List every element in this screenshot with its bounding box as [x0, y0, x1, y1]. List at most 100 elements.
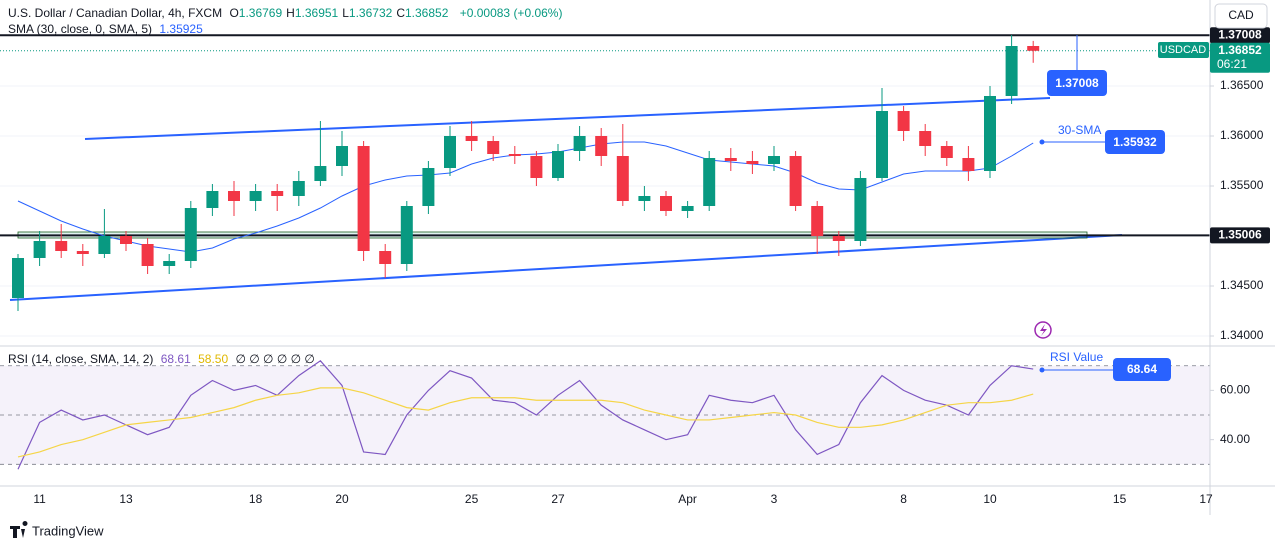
candle-body [919, 131, 932, 146]
y-tick-label: 1.34500 [1220, 278, 1264, 292]
header: U.S. Dollar / Canadian Dollar, 4h, FXCM … [8, 6, 566, 20]
level-label: 1.37008 [1218, 27, 1262, 41]
candle-body [789, 156, 802, 206]
alert-icon-bolt [1040, 324, 1047, 336]
ohlc-value: 1.36769 [238, 6, 283, 20]
candle-body [76, 251, 89, 254]
ohlc-label: O [229, 6, 239, 20]
candle-body [940, 146, 953, 158]
candle-body [379, 251, 392, 264]
rsi-extra: ∅ ∅ ∅ ∅ ∅ ∅ [235, 352, 315, 366]
candle-body [508, 154, 521, 156]
alert-icon[interactable] [1034, 321, 1052, 339]
y-tick-label: 60.00 [1220, 383, 1250, 397]
channel-upper [84, 97, 1051, 140]
callout-dot [1039, 367, 1045, 373]
y-tick-label: 1.35500 [1220, 178, 1264, 192]
x-tick-label: 11 [33, 492, 46, 506]
x-tick-label: 27 [551, 492, 565, 506]
x-tick-label: 17 [1199, 492, 1213, 506]
candle-body [832, 236, 845, 241]
x-tick-label: 10 [983, 492, 997, 506]
x-tick-label: Apr [678, 492, 697, 506]
x-tick-label: 18 [249, 492, 263, 506]
currency-button[interactable] [1214, 3, 1268, 29]
rsi-name: RSI (14, close, SMA, 14, 2) [8, 352, 154, 366]
x-tick-label: 15 [1113, 492, 1127, 506]
candle-body [724, 158, 737, 161]
rsi-value: 68.61 [160, 352, 191, 366]
ohlc-label: H [286, 6, 295, 20]
candle-body [292, 181, 305, 196]
candle-body [184, 208, 197, 261]
rsi-legend: RSI (14, close, SMA, 14, 2) 68.61 58.50 … [8, 352, 319, 366]
callout-box [1047, 70, 1107, 96]
annotations: 1.37008 30-SMA 1.35932 RSI Value 68.64 C… [10, 3, 1268, 538]
candle-body [98, 236, 111, 254]
ohlc-value: 1.36852 [404, 6, 449, 20]
x-tick-label: 13 [119, 492, 133, 506]
level-label-box [1210, 27, 1270, 44]
ohlc-label: C [396, 6, 405, 20]
y-tick-label: 1.34000 [1220, 328, 1264, 342]
candle-body [616, 156, 629, 201]
candle-body [573, 136, 586, 151]
rsi-ma-value: 58.50 [198, 352, 229, 366]
candle-body [811, 206, 824, 236]
x-tick-label: 20 [335, 492, 349, 506]
ohlc-value: 1.36951 [294, 6, 339, 20]
candle-body [228, 191, 240, 201]
axes: 1.36500 1.36000 1.35500 1.34500 1.34000 60.00… [0, 0, 1275, 515]
price-label: 1.36852 [1218, 43, 1262, 57]
candle-body [336, 146, 348, 166]
candle-body [681, 206, 694, 211]
currency-text: CAD [1228, 8, 1254, 22]
symbol-tag: USDCAD [1160, 44, 1207, 56]
candle-body [206, 191, 219, 208]
candle-body [876, 111, 888, 178]
candle-body [422, 168, 435, 206]
x-tick-label: 8 [900, 492, 907, 506]
logo [10, 521, 28, 538]
rsi-callout-label: RSI Value [1050, 350, 1103, 364]
x-tick-label: 3 [771, 492, 778, 506]
candle-body [746, 161, 759, 164]
y-tick-label: 1.36500 [1220, 78, 1264, 92]
countdown: 06:21 [1217, 57, 1247, 71]
ohlc-value: 1.36732 [348, 6, 393, 20]
candle-body [120, 236, 132, 244]
level-label-box [1210, 227, 1270, 244]
level-label: 1.35006 [1218, 228, 1262, 242]
title: U.S. Dollar / Canadian Dollar, 4h, FXCM [8, 6, 223, 20]
candle-body [55, 241, 68, 251]
candle-body [984, 96, 996, 171]
candle-body [768, 156, 780, 164]
candle-body [962, 158, 975, 171]
candle-body [12, 258, 24, 298]
callout-box [1113, 358, 1171, 381]
candle-body [1005, 46, 1018, 96]
y-tick-label: 1.36000 [1220, 128, 1264, 142]
rsi-line [17, 360, 1034, 470]
ohlc: O1.36769 H1.36951 L1.36732 C1.36852 [229, 6, 452, 20]
callout-text: 1.35932 [1113, 135, 1157, 149]
candle-body [595, 136, 608, 156]
candle-body [33, 241, 46, 258]
y-tick-label: 40.00 [1220, 432, 1250, 446]
candle-body [487, 141, 500, 154]
candle-body [163, 261, 176, 266]
callout-text: 1.37008 [1055, 76, 1099, 90]
candle-body [141, 244, 154, 266]
callout-box [1105, 130, 1165, 154]
candle-body [703, 158, 716, 206]
channel-lower [9, 234, 1123, 301]
plot [0, 34, 1210, 470]
change: +0.00083 (+0.06%) [459, 6, 563, 20]
candle-body [465, 136, 478, 141]
candle-body [638, 196, 651, 201]
rsi-band [0, 365, 1210, 465]
symbol-tag-box [1158, 42, 1209, 58]
candle-body [1027, 46, 1040, 51]
